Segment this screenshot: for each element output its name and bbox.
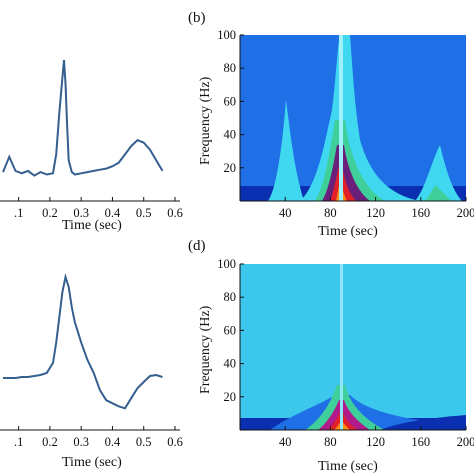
series-line-a xyxy=(2,59,164,177)
x-tick-label-b: 40 xyxy=(279,206,292,220)
right-dark-d xyxy=(380,415,466,430)
y-tick-label-b: 20 xyxy=(224,161,237,175)
x-tick-label-a: 0.5 xyxy=(136,206,152,220)
x-axis-label-c: Time (sec) xyxy=(62,455,122,470)
x-tick-label-c: 0.5 xyxy=(136,435,152,449)
y-axis-label-b: Frequency (Hz) xyxy=(198,76,213,165)
left-feature-b xyxy=(268,100,304,201)
y-tick-label-b: 60 xyxy=(224,94,237,108)
x-tick-label-c: 0.4 xyxy=(105,435,121,449)
x-axis-label-a: Time (sec) xyxy=(62,218,122,233)
heatmap-b: (b) 40 80 120 160 200 20 40 60 80 100 Time (sec)… xyxy=(188,10,474,239)
y-tick-label-b: 80 xyxy=(224,61,237,75)
x-tick-label-b: 160 xyxy=(411,206,430,220)
x-ticks-a: .1 0.2 0.3 0.4 0.5 0.6 xyxy=(14,197,183,220)
x-tick-label-d: 160 xyxy=(411,435,430,449)
y-tick-label-b: 100 xyxy=(217,28,236,42)
y-tick-label-b: 40 xyxy=(224,128,237,142)
ridge-line-d xyxy=(340,264,343,430)
heatmap-d: (d) 40 80 120 160 200 20 40 60 80 100 Time (sec)… xyxy=(188,238,474,474)
right-feature-core-b xyxy=(425,185,452,201)
y-tick-label-d: 100 xyxy=(217,257,236,271)
x-tick-label-b: 200 xyxy=(457,206,474,220)
x-tick-label-b: 120 xyxy=(366,206,385,220)
x-ticks-c: .1 0.2 0.3 0.4 0.5 0.6 xyxy=(14,426,183,449)
y-axis-label-d: Frequency (Hz) xyxy=(198,305,213,394)
x-tick-label-d: 120 xyxy=(366,435,385,449)
x-tick-label-c: 0.3 xyxy=(73,435,89,449)
right-feature-b xyxy=(415,145,462,201)
x-tick-label-d: 200 xyxy=(457,435,474,449)
x-tick-label-c: 0.2 xyxy=(42,435,58,449)
x-tick-label-a: 0.4 xyxy=(105,206,121,220)
line-chart-c: .1 0.2 0.3 0.4 0.5 0.6 Time (sec) xyxy=(0,273,183,470)
y-tick-label-d: 80 xyxy=(224,290,237,304)
x-tick-label-b: 80 xyxy=(324,206,337,220)
x-tick-label-a: 0.3 xyxy=(73,206,89,220)
x-ticks-b: 40 80 120 160 200 xyxy=(279,197,474,220)
burst-core-b xyxy=(322,145,370,201)
x-tick-label-c: 0.6 xyxy=(167,435,183,449)
line-chart-a: .1 0.2 0.3 0.4 0.5 0.6 Time (sec) xyxy=(0,59,183,233)
x-tick-label-c: .1 xyxy=(14,435,23,449)
x-axis-label-d: Time (sec) xyxy=(318,459,378,474)
y-ticks-b: 20 40 60 80 100 xyxy=(217,28,244,175)
y-tick-label-d: 20 xyxy=(224,390,237,404)
y-tick-label-d: 60 xyxy=(224,323,237,337)
panel-label-b: (b) xyxy=(188,10,206,26)
x-tick-label-a: 0.2 xyxy=(42,206,58,220)
y-ticks-d: 20 40 60 80 100 xyxy=(217,257,244,404)
y-tick-label-d: 40 xyxy=(224,357,237,371)
x-tick-label-d: 80 xyxy=(324,435,337,449)
x-tick-label-a: 0.6 xyxy=(167,206,183,220)
series-line-c xyxy=(3,273,163,410)
x-axis-label-b: Time (sec) xyxy=(318,224,378,239)
ridge-line-b xyxy=(339,35,343,201)
panel-label-d: (d) xyxy=(188,238,206,254)
x-tick-label-a: .1 xyxy=(14,206,23,220)
x-tick-label-d: 40 xyxy=(279,435,292,449)
x-ticks-d: 40 80 120 160 200 xyxy=(279,426,474,449)
